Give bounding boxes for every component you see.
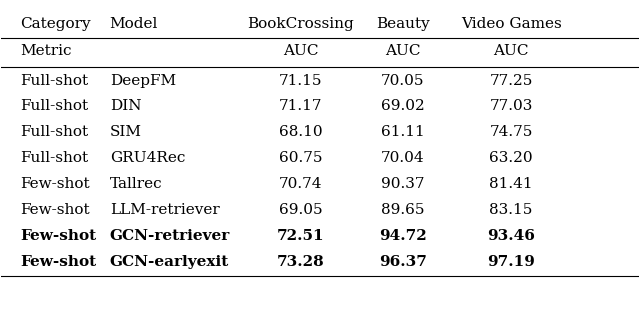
Text: 77.25: 77.25 bbox=[490, 73, 533, 87]
Text: Full-shot: Full-shot bbox=[20, 100, 88, 114]
Text: 81.41: 81.41 bbox=[490, 177, 533, 191]
Text: Few-shot: Few-shot bbox=[20, 203, 90, 217]
Text: 83.15: 83.15 bbox=[490, 203, 533, 217]
Text: 70.04: 70.04 bbox=[381, 151, 425, 165]
Text: 94.72: 94.72 bbox=[379, 229, 427, 243]
Text: 77.03: 77.03 bbox=[490, 100, 533, 114]
Text: AUC: AUC bbox=[493, 44, 529, 58]
Text: 71.15: 71.15 bbox=[279, 73, 323, 87]
Text: Metric: Metric bbox=[20, 44, 72, 58]
Text: 70.05: 70.05 bbox=[381, 73, 424, 87]
Text: 96.37: 96.37 bbox=[379, 255, 427, 269]
Text: 93.46: 93.46 bbox=[487, 229, 535, 243]
Text: Video Games: Video Games bbox=[461, 17, 561, 31]
Text: Beauty: Beauty bbox=[376, 17, 429, 31]
Text: Few-shot: Few-shot bbox=[20, 229, 97, 243]
Text: 97.19: 97.19 bbox=[487, 255, 535, 269]
Text: Model: Model bbox=[109, 17, 158, 31]
Text: Full-shot: Full-shot bbox=[20, 125, 88, 139]
Text: SIM: SIM bbox=[109, 125, 141, 139]
Text: 71.17: 71.17 bbox=[279, 100, 323, 114]
Text: GRU4Rec: GRU4Rec bbox=[109, 151, 185, 165]
Text: 73.28: 73.28 bbox=[277, 255, 324, 269]
Text: DIN: DIN bbox=[109, 100, 141, 114]
Text: AUC: AUC bbox=[385, 44, 420, 58]
Text: 70.74: 70.74 bbox=[279, 177, 323, 191]
Text: Few-shot: Few-shot bbox=[20, 177, 90, 191]
Text: 90.37: 90.37 bbox=[381, 177, 424, 191]
Text: 60.75: 60.75 bbox=[279, 151, 323, 165]
Text: GCN-retriever: GCN-retriever bbox=[109, 229, 230, 243]
Text: AUC: AUC bbox=[283, 44, 319, 58]
Text: Full-shot: Full-shot bbox=[20, 73, 88, 87]
Text: Full-shot: Full-shot bbox=[20, 151, 88, 165]
Text: 89.65: 89.65 bbox=[381, 203, 424, 217]
Text: Few-shot: Few-shot bbox=[20, 255, 97, 269]
Text: DeepFM: DeepFM bbox=[109, 73, 176, 87]
Text: 68.10: 68.10 bbox=[279, 125, 323, 139]
Text: GCN-earlyexit: GCN-earlyexit bbox=[109, 255, 229, 269]
Text: Tallrec: Tallrec bbox=[109, 177, 163, 191]
Text: 69.02: 69.02 bbox=[381, 100, 425, 114]
Text: 69.05: 69.05 bbox=[279, 203, 323, 217]
Text: 72.51: 72.51 bbox=[277, 229, 324, 243]
Text: 63.20: 63.20 bbox=[490, 151, 533, 165]
Text: Category: Category bbox=[20, 17, 91, 31]
Text: 74.75: 74.75 bbox=[490, 125, 533, 139]
Text: 61.11: 61.11 bbox=[381, 125, 425, 139]
Text: LLM-retriever: LLM-retriever bbox=[109, 203, 220, 217]
Text: BookCrossing: BookCrossing bbox=[248, 17, 355, 31]
